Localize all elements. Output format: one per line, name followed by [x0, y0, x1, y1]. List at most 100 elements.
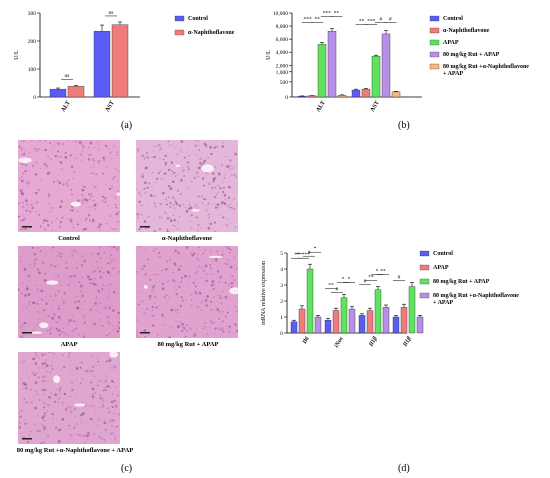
x-tick-label: Il1β [402, 335, 413, 348]
significance-label: # [379, 17, 382, 23]
bar-b-1-4 [391, 91, 401, 98]
legend-label: 80 mg/kg Rut +α-Naphthoflavone [433, 293, 519, 299]
bar-a-1-0 [93, 31, 111, 98]
y-tick-label: 100 [28, 67, 37, 73]
significance-label: # [308, 250, 311, 256]
significance-label: # [364, 279, 367, 285]
legend-label: 80 mg/kg Rut + APAP [443, 52, 500, 58]
x-tick-label: AST [105, 100, 116, 113]
significance-label: ***** [296, 252, 310, 258]
significance-label: # [336, 287, 339, 293]
significance-label: ns [65, 73, 70, 79]
bar-d-1-0 [324, 319, 332, 334]
legend-label: 80 mg/kg Rut +α-Naphthoflavone [443, 64, 529, 70]
legend-swatch [429, 27, 440, 34]
legend-label: α-Naphthoflavone [188, 30, 235, 36]
legend-swatch [429, 51, 440, 58]
bar-d-0-1 [298, 308, 306, 334]
micrograph-rut-naphtho-apap [18, 352, 120, 444]
bar-b-0-2 [317, 44, 327, 98]
legend-label: APAP [443, 40, 459, 46]
legend-label: Control [433, 251, 453, 257]
y-tick-label: 300 [28, 11, 37, 17]
x-tick-label: ALT [316, 100, 327, 113]
micrograph-rut-apap [136, 246, 238, 338]
micrograph-caption-rut-apap: 80 mg/kg Rut + APAP [157, 341, 219, 348]
legend-swatch [419, 278, 430, 285]
y-tick-label: 3 [280, 283, 283, 289]
significance-label: *** [303, 17, 312, 23]
significance-label: ** [334, 11, 340, 17]
significance-label: ** [368, 275, 374, 281]
legend-swatch [429, 63, 440, 70]
significance-label: ** [328, 283, 334, 289]
legend-label: Control [443, 16, 463, 22]
y-axis-label: mRNA relative expression [261, 261, 267, 325]
chart-a: 0 100 200 300 U/L ALT AST ns ns Control α-Naphthof… [14, 10, 235, 113]
significance-label: * [314, 246, 317, 252]
y-tick-label: 1,000 [276, 70, 289, 76]
bar-d-3-2 [408, 286, 416, 334]
y-tick-label: 0 [285, 95, 288, 101]
legend-swatch [429, 15, 440, 22]
x-tick-label: Il1β [368, 335, 379, 348]
y-axis-label: U/L [266, 50, 272, 60]
panel-label-c: (c) [121, 463, 133, 474]
bar-a-0-1 [67, 86, 85, 98]
y-tick-label: 0 [33, 95, 36, 101]
chart-d: 0 1 2 3 4 5 mRNA relative expression Il6 iNos Il1… [261, 246, 519, 349]
significance-label: ns [109, 10, 114, 16]
bar-d-1-1 [332, 310, 340, 334]
significance-label: * [348, 277, 351, 283]
panel-label-a: (a) [121, 120, 133, 131]
bar-d-3-0 [392, 316, 400, 334]
legend-swatch [174, 29, 185, 36]
bar-b-0-3 [327, 31, 337, 98]
bar-a-0-0 [49, 88, 67, 98]
legend-swatch [419, 250, 430, 257]
y-tick-label: 8,000 [276, 24, 289, 30]
bar-d-2-1 [366, 310, 374, 334]
significance-label: ** [294, 252, 300, 258]
bar-b-1-0 [351, 89, 361, 98]
tissue-texture [136, 246, 238, 338]
tissue-texture [18, 140, 120, 232]
y-axis-label: U/L [14, 50, 20, 60]
legend-label: + APAP [433, 300, 453, 306]
bar-d-1-2 [340, 297, 348, 334]
bar-d-3-1 [400, 307, 408, 334]
y-tick-label: 2 [280, 299, 283, 305]
legend-swatch [174, 15, 185, 22]
bar-d-2-0 [358, 315, 366, 334]
significance-label: * [376, 269, 379, 275]
legend-label: 80 mg/kg Rut + APAP [433, 279, 490, 285]
tissue-texture [18, 352, 120, 444]
panel-label-b: (b) [398, 120, 410, 131]
y-tick-label: 1 [280, 315, 283, 321]
y-tick-label: 4 [280, 267, 283, 273]
y-tick-label: 4,000 [276, 50, 289, 56]
significance-label: *** [367, 19, 376, 25]
bar-b-1-1 [361, 88, 371, 98]
x-tick-label: Il6 [302, 336, 311, 346]
legend-label: Control [188, 16, 208, 22]
legend-swatch [419, 264, 430, 271]
bar-d-0-0 [290, 321, 298, 334]
bar-b-1-3 [381, 33, 391, 98]
significance-label: ** [380, 269, 386, 275]
y-tick-label: 5 [280, 251, 283, 257]
legend-label: + APAP [443, 71, 463, 77]
y-tick-label: 500 [280, 80, 289, 86]
y-tick-label: 2,000 [276, 63, 289, 69]
tissue-texture [136, 140, 238, 232]
x-tick-label: iNos [334, 335, 345, 348]
y-tick-label: 0 [280, 331, 283, 337]
bar-d-1-3 [348, 308, 356, 334]
significance-label: ** [314, 17, 320, 23]
bar-d-0-3 [314, 316, 322, 334]
micrograph-apap [18, 246, 120, 338]
bar-d-0-2 [306, 268, 314, 334]
legend-label: APAP [433, 265, 449, 271]
legend-swatch [419, 292, 430, 299]
